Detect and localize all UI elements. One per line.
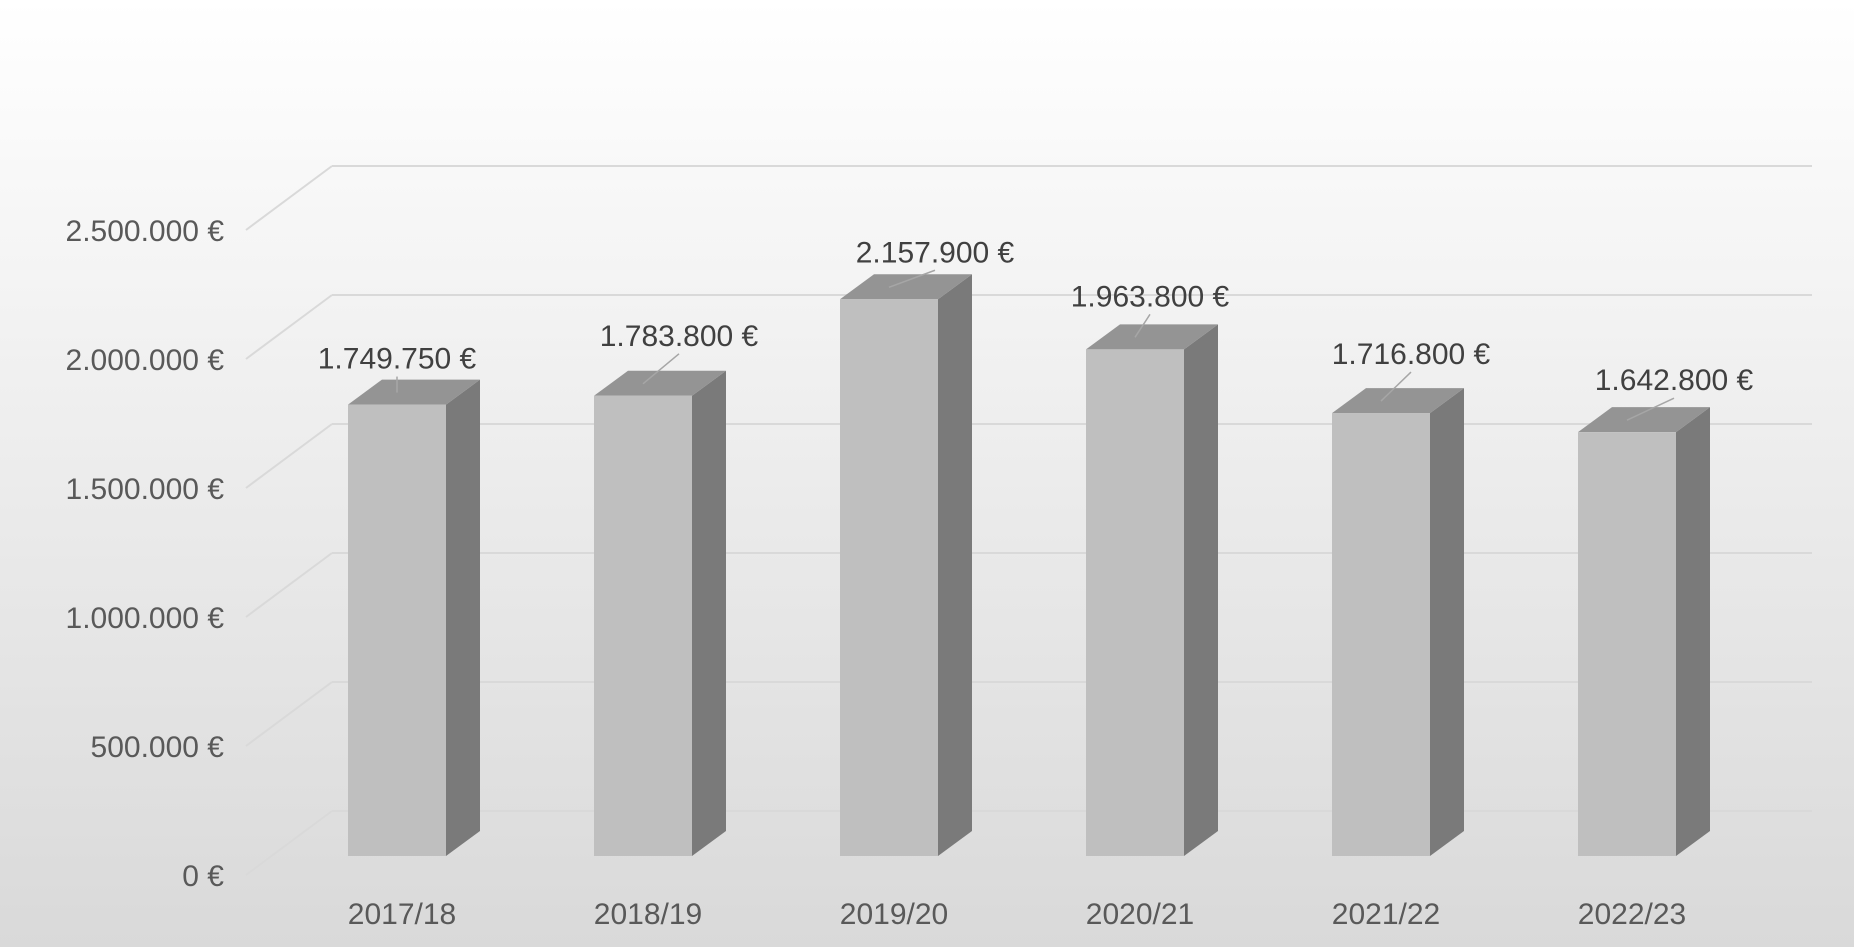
bar-front-face bbox=[594, 395, 692, 856]
bar-side-face bbox=[938, 274, 972, 856]
gridline-diagonal bbox=[245, 552, 333, 618]
x-tick-label: 2021/22 bbox=[1332, 898, 1440, 931]
bar bbox=[840, 274, 972, 856]
bar-front-face bbox=[840, 299, 938, 856]
bar-top-face bbox=[1578, 407, 1710, 433]
data-label: 2.157.900 € bbox=[856, 236, 1015, 269]
gridline-diagonal bbox=[245, 294, 333, 360]
gridlines bbox=[245, 165, 1812, 876]
y-axis-tick-labels: 0 € 500.000 € 1.000.000 € 1.500.000 € 2.000.… bbox=[66, 215, 225, 893]
y-tick-label: 2.000.000 € bbox=[66, 344, 225, 377]
bar-side-face bbox=[1676, 407, 1710, 856]
bar bbox=[1332, 388, 1464, 856]
bar-front-face bbox=[1086, 349, 1184, 856]
bar-top-face bbox=[1332, 388, 1464, 414]
x-tick-label: 2019/20 bbox=[840, 898, 948, 931]
bar-top-face bbox=[594, 370, 726, 396]
bar-side-face bbox=[1430, 388, 1464, 856]
bar-top-face bbox=[840, 274, 972, 300]
x-axis-tick-labels: 2017/18 2018/19 2019/20 2020/21 2021/22 2022/… bbox=[348, 898, 1686, 931]
gridline-diagonal bbox=[245, 165, 333, 231]
data-label-leader-line bbox=[1626, 397, 1675, 421]
y-tick-label: 0 € bbox=[182, 860, 224, 893]
data-label-leader-line bbox=[1380, 371, 1412, 402]
data-label: 1.642.800 € bbox=[1595, 364, 1754, 397]
y-tick-label: 500.000 € bbox=[91, 731, 225, 764]
bars bbox=[348, 274, 1710, 856]
data-label-leader-line bbox=[642, 353, 680, 385]
x-tick-label: 2017/18 bbox=[348, 898, 456, 931]
y-tick-label: 1.500.000 € bbox=[66, 473, 225, 506]
data-label: 1.783.800 € bbox=[600, 320, 759, 353]
data-label: 1.749.750 € bbox=[318, 343, 477, 376]
data-label-leader-line bbox=[1134, 313, 1151, 338]
bar-side-face bbox=[1184, 324, 1218, 856]
x-tick-label: 2018/19 bbox=[594, 898, 702, 931]
bar bbox=[348, 379, 480, 856]
bar bbox=[594, 370, 726, 856]
bar-top-face bbox=[1086, 324, 1218, 350]
bar-front-face bbox=[348, 404, 446, 856]
bar-front-face bbox=[1578, 432, 1676, 856]
x-tick-label: 2020/21 bbox=[1086, 898, 1194, 931]
bar-side-face bbox=[446, 379, 480, 856]
bar-side-face bbox=[692, 370, 726, 856]
bar-top-face bbox=[348, 379, 480, 405]
gridline-diagonal bbox=[245, 681, 333, 747]
y-tick-label: 1.000.000 € bbox=[66, 602, 225, 635]
data-label: 1.716.800 € bbox=[1332, 338, 1491, 371]
y-tick-label: 2.500.000 € bbox=[66, 215, 225, 248]
x-tick-label: 2022/23 bbox=[1578, 898, 1686, 931]
data-label-leader-line bbox=[888, 269, 936, 288]
data-labels: 1.749.750 € 1.783.800 € 2.157.900 € 1.963.8… bbox=[318, 236, 1754, 421]
gridline-diagonal bbox=[245, 810, 333, 876]
bar bbox=[1086, 324, 1218, 856]
data-label: 1.963.800 € bbox=[1071, 280, 1230, 313]
bar bbox=[1578, 407, 1710, 856]
bar-front-face bbox=[1332, 413, 1430, 856]
gridline-diagonal bbox=[245, 423, 333, 489]
